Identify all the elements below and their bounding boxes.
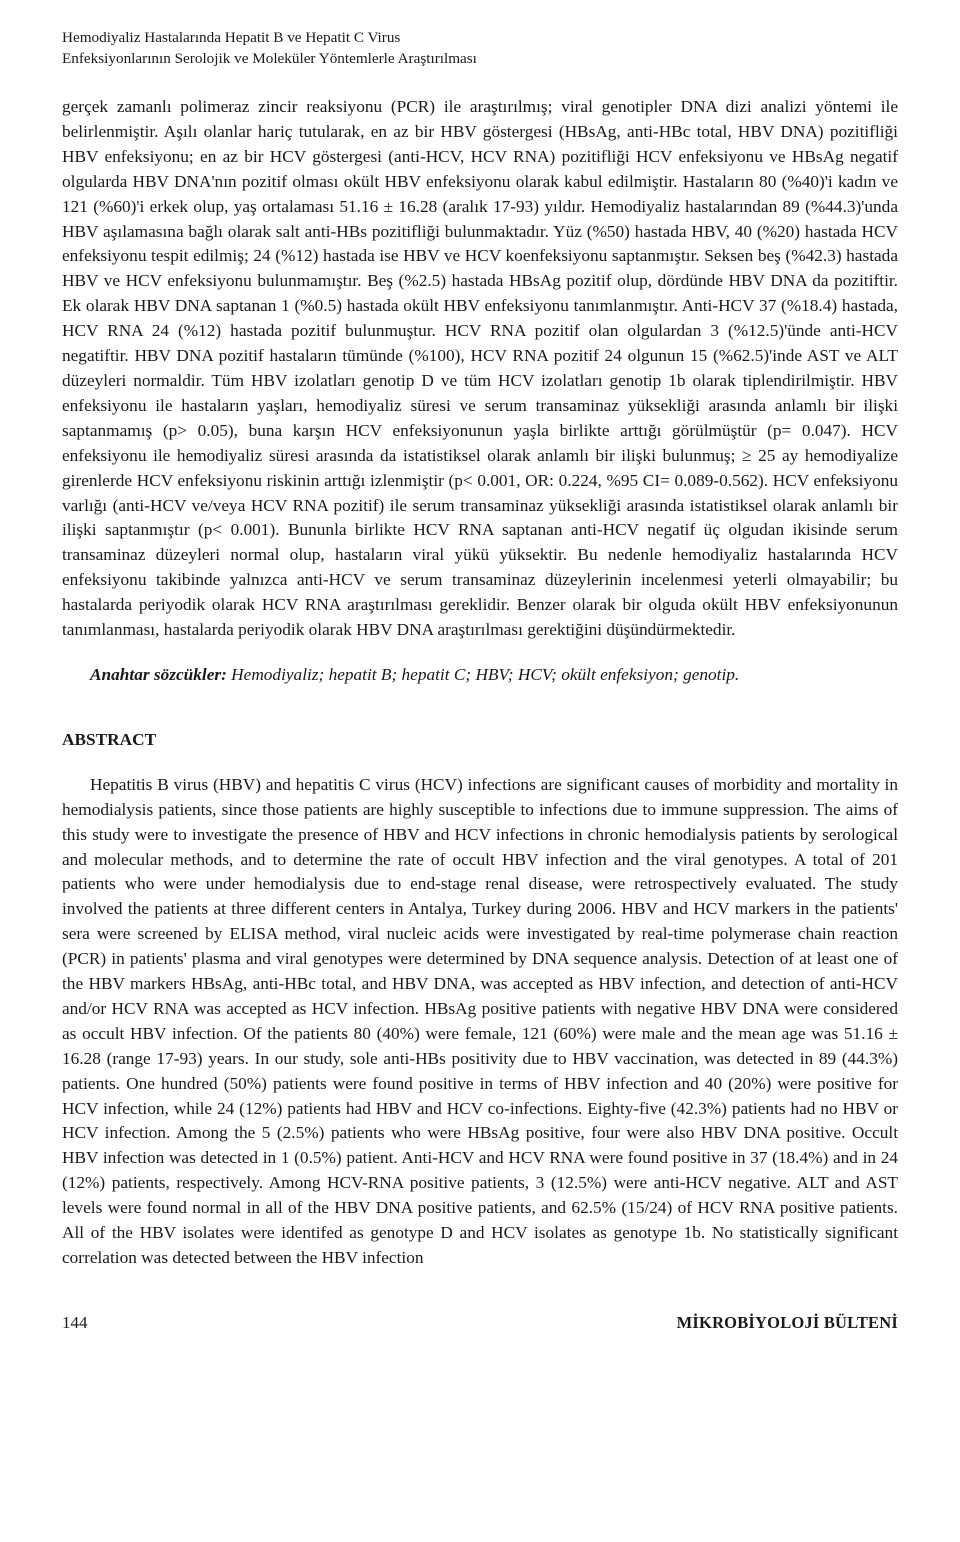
- body-paragraph: gerçek zamanlı polimeraz zincir reaksiyo…: [62, 95, 898, 643]
- keywords-line: Anahtar sözcükler: Hemodiyaliz; hepatit …: [62, 663, 898, 688]
- running-head: Hemodiyaliz Hastalarında Hepatit B ve He…: [62, 28, 898, 69]
- keywords-label: Anahtar sözcükler:: [90, 665, 227, 684]
- page-number: 144: [62, 1311, 88, 1335]
- keywords-text: Hemodiyaliz; hepatit B; hepatit C; HBV; …: [227, 665, 739, 684]
- abstract-body: Hepatitis B virus (HBV) and hepatitis C …: [62, 773, 898, 1271]
- running-head-line-2: Enfeksiyonlarının Serolojik ve Moleküler…: [62, 49, 898, 70]
- running-head-line-1: Hemodiyaliz Hastalarında Hepatit B ve He…: [62, 28, 898, 49]
- journal-name: MİKROBİYOLOJİ BÜLTENİ: [677, 1311, 898, 1335]
- abstract-heading: ABSTRACT: [62, 728, 898, 753]
- page-footer: 144 MİKROBİYOLOJİ BÜLTENİ: [62, 1311, 898, 1335]
